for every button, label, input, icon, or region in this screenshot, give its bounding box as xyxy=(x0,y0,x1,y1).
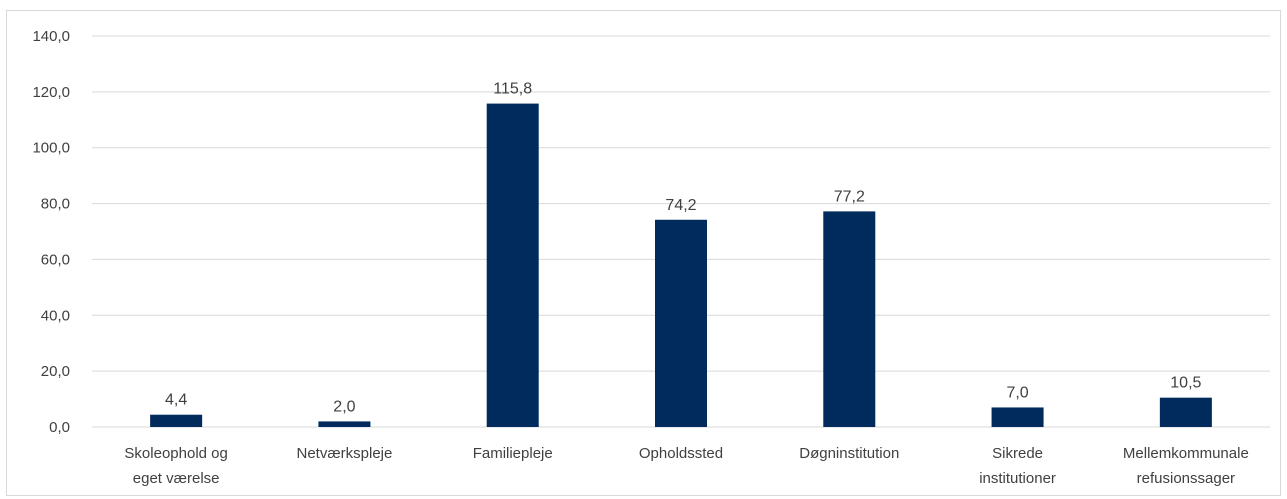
data-label: 74,2 xyxy=(665,197,696,214)
x-tick-label: Sikrede xyxy=(992,445,1043,462)
x-tick-label: institutioner xyxy=(979,470,1056,487)
data-label: 115,8 xyxy=(493,81,532,98)
bar xyxy=(991,407,1044,427)
data-label: 2,0 xyxy=(333,398,355,415)
bar xyxy=(655,219,707,427)
x-tick-label: eget værelse xyxy=(133,470,220,487)
bar xyxy=(150,414,203,427)
y-tick-label: 80,0 xyxy=(41,196,70,213)
x-tick-label: Familiepleje xyxy=(473,445,553,462)
bar xyxy=(1159,397,1212,427)
bar xyxy=(486,103,539,427)
data-label: 77,2 xyxy=(834,188,865,205)
x-tick-label: Mellemkommunale xyxy=(1123,445,1249,462)
x-tick-label: Skoleophold og xyxy=(124,445,227,462)
y-tick-label: 20,0 xyxy=(41,363,70,380)
x-tick-label: Opholdssted xyxy=(639,445,723,462)
y-tick-label: 40,0 xyxy=(41,307,70,324)
bar xyxy=(823,211,876,427)
data-label: 10,5 xyxy=(1170,375,1201,392)
y-tick-label: 120,0 xyxy=(32,84,70,101)
x-tick-label: Døgninstitution xyxy=(799,445,899,462)
x-tick-label: refusionssager xyxy=(1137,470,1235,487)
y-tick-label: 60,0 xyxy=(41,251,70,268)
bar xyxy=(318,421,371,427)
data-label: 7,0 xyxy=(1006,384,1028,401)
y-tick-label: 140,0 xyxy=(32,28,70,45)
data-label: 4,4 xyxy=(165,392,187,409)
chart-area xyxy=(6,10,1281,496)
y-tick-label: 0,0 xyxy=(49,419,70,436)
y-tick-label: 100,0 xyxy=(32,140,70,157)
x-tick-label: Netværkspleje xyxy=(296,445,392,462)
